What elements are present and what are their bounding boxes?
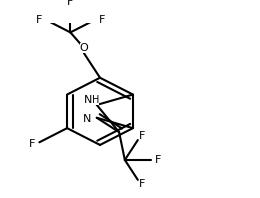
Text: N: N <box>84 95 93 105</box>
Text: F: F <box>67 0 74 7</box>
Text: F: F <box>36 15 42 25</box>
Text: N: N <box>83 114 91 124</box>
Text: F: F <box>29 139 36 149</box>
Text: H: H <box>92 95 99 105</box>
Text: F: F <box>139 179 145 189</box>
Text: F: F <box>139 131 145 141</box>
Text: F: F <box>155 155 161 165</box>
Text: F: F <box>99 15 105 25</box>
Text: O: O <box>80 43 88 53</box>
